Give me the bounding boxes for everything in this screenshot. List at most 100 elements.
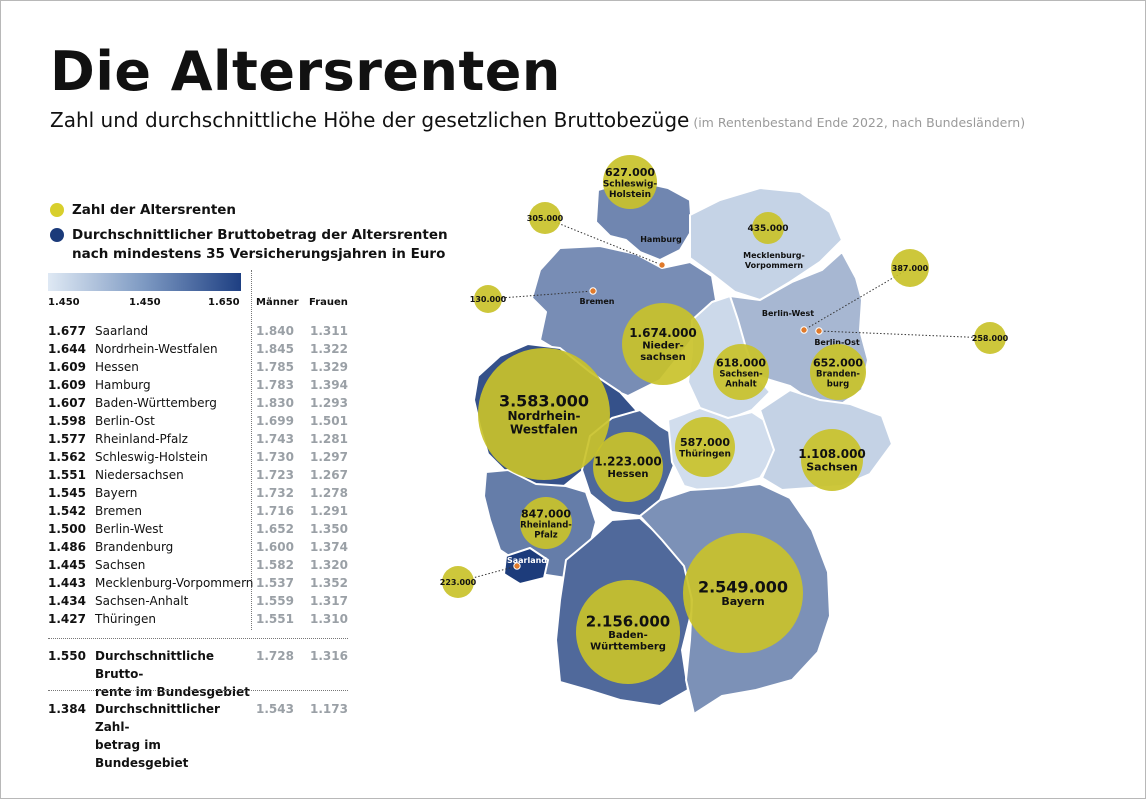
- bubble-label-baden-wuerttemberg: Baden-: [608, 630, 648, 641]
- row-state-name: Berlin-West: [95, 522, 164, 536]
- bubble-label-rheinland-pfalz: Pfalz: [534, 530, 558, 540]
- legend-amount-swatch: [50, 228, 64, 242]
- callout-line-hamburg: [544, 217, 663, 266]
- row-state-name: Schleswig-Holstein: [95, 450, 208, 464]
- table-divider: [48, 638, 348, 639]
- legend-amount-text: Durchschnittlicher Bruttobetrag der Alte…: [72, 226, 448, 264]
- callout-line-berlin-ost: [818, 330, 991, 339]
- bubble-label-sachsen-anhalt: Anhalt: [725, 379, 756, 389]
- bubble-count-berlin-west: 387.000: [892, 264, 929, 273]
- summary-gross-men: 1.728: [256, 649, 294, 663]
- summary-gross-line1: Durchschnittliche Brutto-: [95, 649, 215, 681]
- row-men: 1.600: [256, 540, 294, 554]
- row-state-name: Nordrhein-Westfalen: [95, 342, 218, 356]
- scale-tick-high: 1.650: [208, 297, 240, 308]
- bubble-label-baden-wuerttemberg: Württemberg: [590, 641, 666, 652]
- bubble-nordrhein-westfalen: [478, 348, 610, 480]
- region-label-berlin-ost: Berlin-Ost: [814, 338, 860, 347]
- row-state-name: Mecklenburg-Vorpommern: [95, 576, 254, 590]
- row-state-name: Bremen: [95, 504, 142, 518]
- region-label-mecklenburg-vorpommern: Vorpommern: [745, 261, 803, 270]
- row-women: 1.322: [310, 342, 348, 356]
- bubble-label-niedersachsen: sachsen: [640, 352, 686, 363]
- row-women: 1.317: [310, 594, 348, 608]
- row-state-name: Hessen: [95, 360, 139, 374]
- region-mecklenburg-vorpommern: [689, 187, 843, 301]
- row-men: 1.785: [256, 360, 294, 374]
- location-marker-berlin-ost: [815, 327, 823, 335]
- bubble-label-nordrhein-westfalen: Westfalen: [510, 423, 578, 437]
- row-men: 1.743: [256, 432, 294, 446]
- location-marker-bremen: [589, 287, 597, 295]
- row-state-name: Rheinland-Pfalz: [95, 432, 188, 446]
- bubble-saarland: [442, 566, 474, 598]
- row-men: 1.699: [256, 414, 294, 428]
- summary-net-label: Durchschnittlicher Zahl-betrag im Bundes…: [95, 700, 255, 772]
- row-women: 1.267: [310, 468, 348, 482]
- bubble-brandenburg: [810, 344, 866, 400]
- bubble-baden-wuerttemberg: [576, 580, 680, 684]
- callout-line-berlin-west: [803, 267, 911, 331]
- subtitle-text: Zahl und durchschnittliche Höhe der gese…: [50, 108, 690, 132]
- row-men: 1.845: [256, 342, 294, 356]
- bubble-count-saarland: 223.000: [440, 578, 477, 587]
- row-value: 1.434: [48, 594, 86, 608]
- bubble-sachsen: [801, 429, 863, 491]
- row-men: 1.582: [256, 558, 294, 572]
- bubble-thueringen: [675, 417, 735, 477]
- row-value: 1.598: [48, 414, 86, 428]
- summary-net-women: 1.173: [310, 702, 348, 716]
- summary-net-men: 1.543: [256, 702, 294, 716]
- bubble-count-sachsen-anhalt: 618.000: [716, 356, 766, 369]
- bubble-count-bayern: 2.549.000: [698, 578, 788, 597]
- row-state-name: Hamburg: [95, 378, 151, 392]
- row-women: 1.278: [310, 486, 348, 500]
- summary-gross-value: 1.550: [48, 649, 86, 663]
- row-women: 1.501: [310, 414, 348, 428]
- row-value: 1.443: [48, 576, 86, 590]
- bubble-count-bremen: 130.000: [470, 295, 507, 304]
- region-label-saarland: Saarland: [507, 556, 547, 565]
- region-label-berlin-west: Berlin-West: [762, 309, 814, 318]
- row-women: 1.394: [310, 378, 348, 392]
- bubble-label-niedersachsen: Nieder-: [642, 341, 684, 352]
- location-marker-hamburg: [658, 261, 666, 269]
- row-value: 1.677: [48, 324, 86, 338]
- row-women: 1.311: [310, 324, 348, 338]
- row-value: 1.562: [48, 450, 86, 464]
- color-scale-bar: [48, 273, 241, 291]
- row-value: 1.551: [48, 468, 86, 482]
- bubble-label-rheinland-pfalz: Rheinland-: [520, 520, 572, 530]
- row-women: 1.293: [310, 396, 348, 410]
- row-men: 1.783: [256, 378, 294, 392]
- row-value: 1.542: [48, 504, 86, 518]
- legend-count-label: Zahl der Altersrenten: [72, 202, 237, 218]
- bubble-count-hamburg: 305.000: [527, 214, 564, 223]
- bubble-count-nordrhein-westfalen: 3.583.000: [499, 392, 589, 411]
- bubble-count-rheinland-pfalz: 847.000: [521, 507, 571, 520]
- bubble-count-hessen: 1.223.000: [594, 455, 662, 469]
- legend-amount-line2: nach mindestens 35 Versicherungsjahren i…: [72, 246, 446, 262]
- region-label-hamburg: Hamburg: [640, 235, 682, 244]
- region-label-bremen: Bremen: [580, 297, 615, 306]
- row-value: 1.427: [48, 612, 86, 626]
- row-men: 1.559: [256, 594, 294, 608]
- bubble-count-schleswig-holstein: 627.000: [605, 166, 655, 179]
- column-header-women: Frauen: [309, 297, 348, 308]
- location-marker-berlin-west: [800, 326, 808, 334]
- bubble-label-schleswig-holstein: Holstein: [609, 190, 651, 200]
- summary-gross-women: 1.316: [310, 649, 348, 663]
- summary-net-line2: betrag im Bundesgebiet: [95, 738, 189, 770]
- row-value: 1.545: [48, 486, 86, 500]
- bubble-bayern: [683, 533, 803, 653]
- row-state-name: Brandenburg: [95, 540, 174, 554]
- bubble-niedersachsen: [622, 303, 704, 385]
- bubble-count-thueringen: 587.000: [680, 436, 730, 449]
- legend-count: Zahl der Altersrenten: [50, 201, 236, 220]
- row-state-name: Bayern: [95, 486, 138, 500]
- row-state-name: Sachsen: [95, 558, 146, 572]
- bubble-label-thueringen: Thüringen: [679, 449, 731, 459]
- row-men: 1.551: [256, 612, 294, 626]
- bubble-label-schleswig-holstein: Schleswig-: [603, 179, 658, 189]
- row-men: 1.652: [256, 522, 294, 536]
